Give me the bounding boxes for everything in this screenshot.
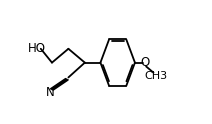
Text: O: O — [140, 56, 149, 69]
Text: CH3: CH3 — [144, 71, 167, 81]
Text: HO: HO — [28, 42, 46, 55]
Text: N: N — [46, 86, 55, 99]
